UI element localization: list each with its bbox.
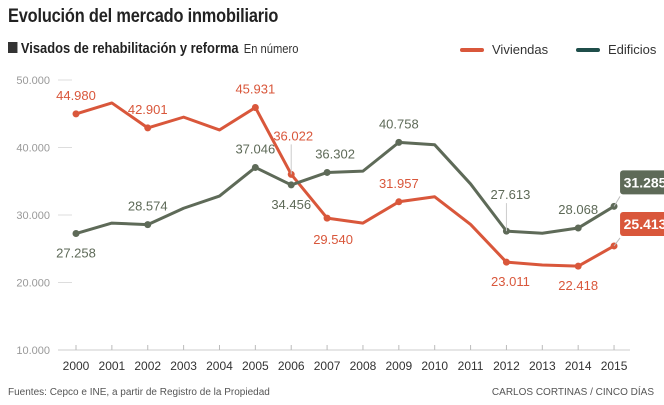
data-label: 29.540 — [313, 232, 353, 247]
data-label-box — [620, 170, 664, 195]
y-tick-label: 10.000 — [16, 345, 50, 357]
data-point — [251, 103, 259, 111]
x-tick-label: 2002 — [134, 359, 161, 373]
x-tick-label: 2000 — [63, 359, 90, 373]
data-point — [72, 230, 80, 238]
data-point — [395, 198, 403, 206]
data-label: 44.980 — [56, 88, 96, 103]
data-label: 23.011 — [491, 274, 530, 289]
legend-item-viviendas: Viviendas — [460, 42, 548, 57]
credit-note: CARLOS CORTINAS / CINCO DÍAS — [491, 387, 654, 398]
x-tick-label: 2005 — [242, 359, 269, 373]
data-point — [395, 138, 403, 146]
legend-label: Viviendas — [492, 42, 549, 57]
label-leader — [613, 237, 621, 247]
data-label: 22.418 — [558, 278, 598, 293]
x-tick-label: 2013 — [529, 359, 556, 373]
x-tick-label: 2014 — [565, 359, 592, 373]
data-point — [323, 168, 331, 176]
data-label: 37.046 — [235, 141, 275, 156]
x-tick-label: 2006 — [278, 359, 305, 373]
x-tick-label: 2011 — [458, 359, 484, 373]
x-tick-label: 2001 — [99, 359, 126, 373]
data-label-box — [620, 211, 664, 236]
data-point — [323, 214, 331, 222]
data-point — [502, 258, 510, 266]
series-line-viviendas — [75, 101, 615, 268]
label-leader — [613, 196, 621, 207]
legend-swatch — [576, 47, 600, 52]
data-point — [144, 221, 152, 229]
data-point — [144, 124, 152, 132]
data-label: 36.302 — [315, 146, 355, 161]
data-label: 42.901 — [128, 102, 168, 117]
data-label: 34.456 — [271, 197, 311, 212]
unit-label: En número — [243, 41, 299, 56]
data-label: 36.022 — [273, 128, 313, 143]
chart-subtitle: Visados de rehabilitación y reforma En nú… — [8, 40, 298, 57]
data-point — [251, 163, 259, 171]
x-tick-label: 2009 — [385, 359, 412, 373]
data-point — [72, 110, 80, 118]
data-label: 31.285 — [624, 174, 664, 190]
square-bullet-icon — [8, 42, 18, 53]
data-label: 27.258 — [56, 246, 96, 261]
subtitle-text: Visados de rehabilitación y reforma — [20, 40, 239, 57]
data-label: 27.613 — [491, 187, 531, 202]
legend-swatch — [460, 47, 484, 52]
x-tick-label: 2003 — [170, 359, 197, 373]
x-tick-label: 2012 — [493, 359, 520, 373]
source-note: Fuentes: Cepco e INE, a partir de Regist… — [8, 387, 270, 398]
x-tick-label: 2015 — [601, 359, 628, 373]
data-label: 40.758 — [379, 116, 419, 131]
y-tick-label: 20.000 — [16, 278, 50, 290]
data-label: 28.574 — [128, 199, 168, 214]
legend-item-edificios: Edificios — [576, 42, 656, 57]
data-label: 45.931 — [235, 81, 275, 96]
x-tick-label: 2004 — [206, 359, 233, 373]
y-tick-label: 30.000 — [16, 210, 50, 222]
data-label: 31.957 — [379, 176, 419, 191]
data-label: 28.068 — [558, 202, 598, 217]
data-point — [287, 181, 295, 189]
legend-label: Edificios — [608, 42, 657, 57]
series-line-edificios — [75, 140, 615, 235]
data-point — [574, 224, 582, 232]
y-tick-label: 50.000 — [16, 75, 50, 87]
y-tick-label: 40.000 — [16, 143, 50, 155]
x-tick-label: 2010 — [421, 359, 448, 373]
data-label: 25.413 — [624, 216, 664, 232]
x-tick-label: 2007 — [314, 359, 341, 373]
chart-title: Evolución del mercado inmobiliario — [8, 6, 279, 27]
data-point — [574, 262, 582, 270]
x-tick-label: 2008 — [350, 359, 377, 373]
